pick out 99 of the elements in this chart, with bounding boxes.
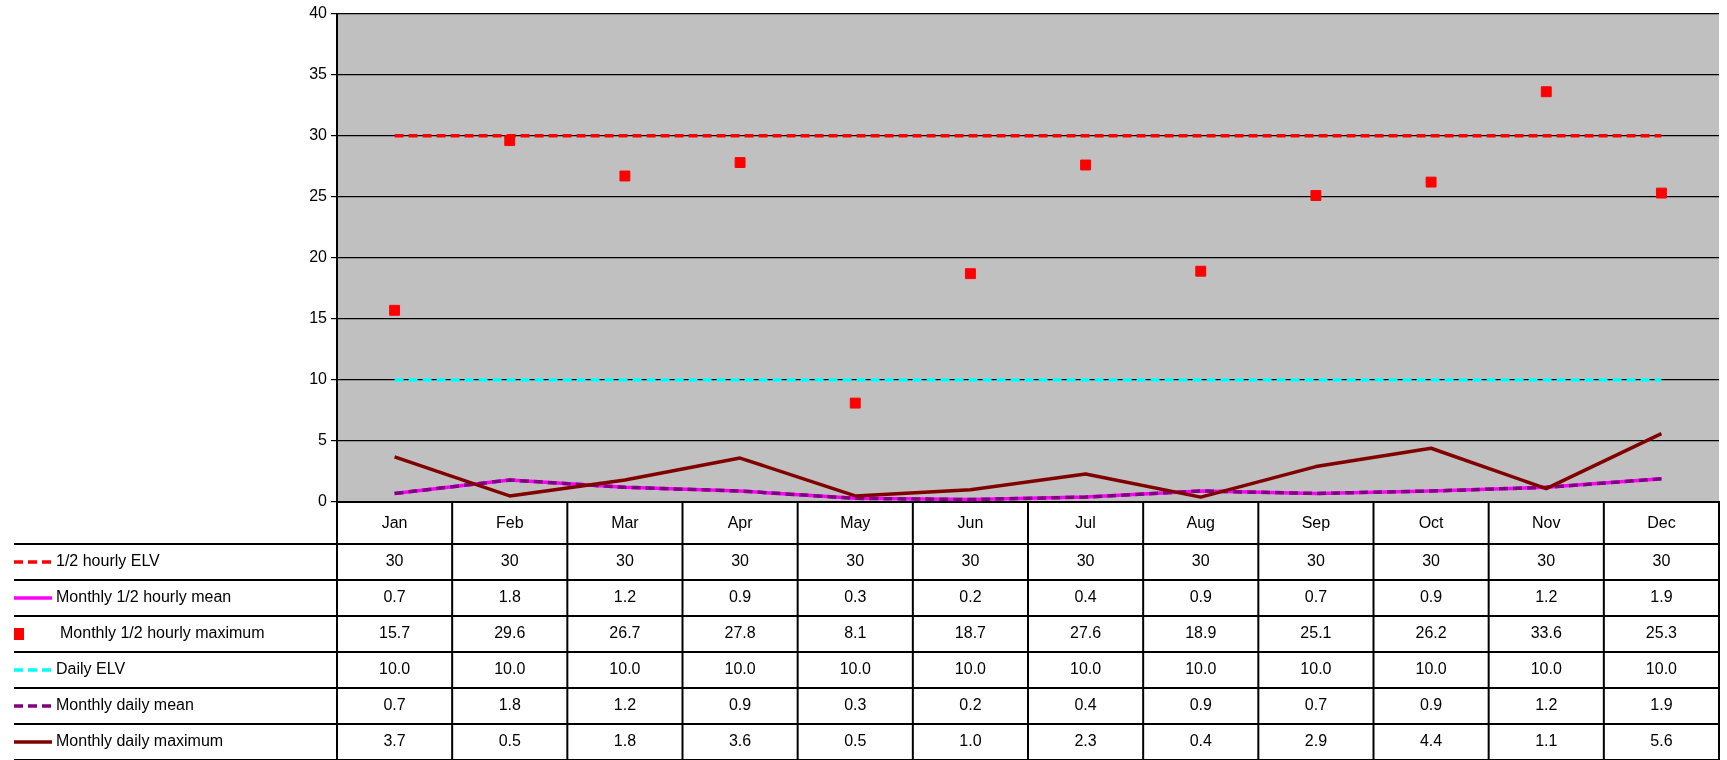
data-label: 4.4 (1419, 732, 1443, 750)
data-label: 1.9 (1650, 588, 1673, 606)
y-tick-label: 40 (309, 4, 328, 22)
data-label: 10.0 (494, 660, 526, 678)
data-label: 0.2 (959, 588, 982, 606)
x-tick-label: Jan (381, 514, 408, 532)
x-tick-label: Feb (495, 514, 524, 532)
data-label: 26.2 (1415, 624, 1447, 642)
y-tick-label: 25 (309, 187, 328, 205)
data-label: 30 (385, 552, 404, 570)
data-label: 0.4 (1074, 696, 1097, 714)
x-tick-label: May (840, 514, 871, 532)
data-label: 1.2 (1535, 588, 1558, 606)
data-label: 30 (1652, 552, 1671, 570)
data-label: 30 (616, 552, 634, 570)
legend-label: Monthly 1/2 hourly maximum (60, 624, 265, 642)
data-label: 1.1 (1535, 732, 1558, 750)
data-label: 10.0 (1530, 660, 1562, 678)
data-label: 30 (1076, 552, 1095, 570)
y-tick-label: 5 (318, 431, 328, 449)
data-label: 10.0 (954, 660, 987, 678)
data-label: 1.8 (498, 588, 521, 606)
legend-label: 1/2 hourly ELV (56, 552, 161, 570)
data-label: 0.9 (728, 588, 752, 606)
data-label: 0.9 (1189, 588, 1212, 606)
data-label: 0.7 (1304, 696, 1328, 714)
data-label: 30 (1307, 552, 1325, 570)
x-tick-label: Jul (1075, 514, 1096, 532)
data-label: 10.0 (1300, 660, 1332, 678)
x-tick-label: Nov (1532, 514, 1561, 532)
data-label: 3.7 (383, 732, 406, 750)
data-label: 1.2 (613, 696, 637, 714)
data-label: 30 (500, 552, 519, 570)
data-label: 0.4 (1189, 732, 1212, 750)
data-label: 1.0 (959, 732, 982, 750)
data-label: 18.9 (1185, 624, 1217, 642)
data-label: 0.3 (844, 588, 867, 606)
x-tick-label: Jun (957, 514, 984, 532)
data-label: 0.3 (844, 696, 867, 714)
legend-label: Monthly daily mean (56, 696, 194, 714)
data-label: 25.1 (1300, 624, 1332, 642)
data-label: 0.9 (1419, 588, 1443, 606)
legend-label: Monthly daily maximum (56, 732, 224, 750)
data-label: 10.0 (609, 660, 641, 678)
data-label: 10.0 (379, 660, 411, 678)
data-label: 1.2 (613, 588, 637, 606)
x-tick-label: Aug (1186, 514, 1215, 532)
y-tick-label: 20 (309, 248, 328, 266)
data-label: 10.0 (1645, 660, 1678, 678)
data-label: 10.0 (724, 660, 756, 678)
x-tick-label: Apr (727, 514, 754, 532)
data-label: 0.7 (383, 588, 406, 606)
legend-label: Daily ELV (56, 660, 126, 678)
data-label: 10.0 (1415, 660, 1447, 678)
data-label: 1.8 (613, 732, 637, 750)
y-tick-label: 35 (309, 65, 328, 83)
data-label: 0.2 (959, 696, 982, 714)
data-label: 0.7 (1304, 588, 1328, 606)
data-label: 27.8 (724, 624, 756, 642)
data-label: 10.0 (1070, 660, 1102, 678)
data-label: 30 (1191, 552, 1210, 570)
legend-label: Monthly 1/2 hourly mean (56, 588, 232, 606)
data-label: 30 (1537, 552, 1556, 570)
data-label: 0.9 (1189, 696, 1212, 714)
data-label: 26.7 (609, 624, 641, 642)
y-tick-label: 10 (309, 370, 328, 388)
data-label: 25.3 (1645, 624, 1678, 642)
data-label: 2.9 (1304, 732, 1328, 750)
data-label: 30 (961, 552, 980, 570)
x-tick-label: Mar (611, 514, 640, 532)
data-label: 3.6 (728, 732, 752, 750)
data-label: 10.0 (839, 660, 871, 678)
y-tick-label: 0 (318, 492, 328, 510)
data-label: 2.3 (1074, 732, 1097, 750)
data-label: 33.6 (1530, 624, 1562, 642)
data-label: 15.7 (379, 624, 411, 642)
y-tick-label: 30 (309, 126, 328, 144)
data-label: 0.7 (383, 696, 406, 714)
data-label: 29.6 (494, 624, 526, 642)
data-label: 1.8 (498, 696, 521, 714)
data-label: 10.0 (1185, 660, 1217, 678)
data-label: 30 (846, 552, 865, 570)
data-label: 0.5 (498, 732, 521, 750)
x-tick-label: Oct (1418, 514, 1445, 532)
data-label: 1.2 (1535, 696, 1558, 714)
data-label: 8.1 (844, 624, 867, 642)
data-label: 30 (731, 552, 750, 570)
data-label: 30 (1422, 552, 1441, 570)
x-tick-label: Dec (1647, 514, 1676, 532)
data-label: 27.6 (1070, 624, 1102, 642)
data-label: 18.7 (954, 624, 987, 642)
data-label: 0.5 (844, 732, 867, 750)
data-label: 1.9 (1650, 696, 1673, 714)
data-label: 0.9 (1419, 696, 1443, 714)
data-label: 0.9 (728, 696, 752, 714)
x-tick-label: Sep (1301, 514, 1331, 532)
y-tick-label: 15 (309, 309, 328, 327)
data-label: 0.4 (1074, 588, 1097, 606)
data-label: 5.6 (1650, 732, 1673, 750)
